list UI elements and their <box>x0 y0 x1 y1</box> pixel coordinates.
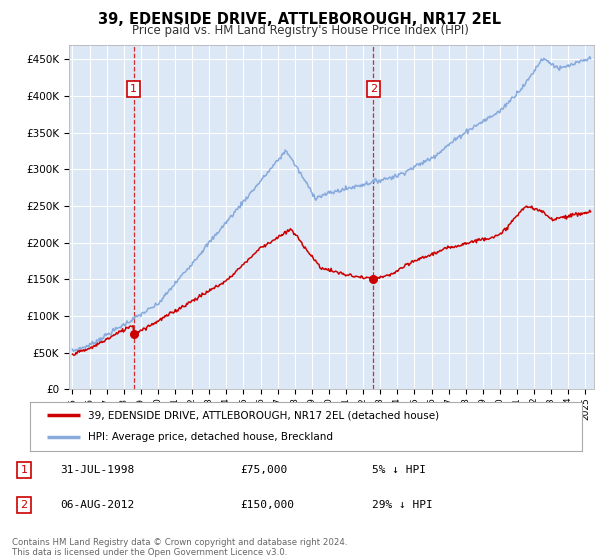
Text: Price paid vs. HM Land Registry's House Price Index (HPI): Price paid vs. HM Land Registry's House … <box>131 24 469 36</box>
Text: 2: 2 <box>20 500 28 510</box>
Text: 5% ↓ HPI: 5% ↓ HPI <box>372 465 426 475</box>
Text: 31-JUL-1998: 31-JUL-1998 <box>60 465 134 475</box>
Text: 39, EDENSIDE DRIVE, ATTLEBOROUGH, NR17 2EL: 39, EDENSIDE DRIVE, ATTLEBOROUGH, NR17 2… <box>98 12 502 27</box>
Text: 06-AUG-2012: 06-AUG-2012 <box>60 500 134 510</box>
Text: 2: 2 <box>370 84 377 94</box>
Text: 1: 1 <box>130 84 137 94</box>
Text: 39, EDENSIDE DRIVE, ATTLEBOROUGH, NR17 2EL (detached house): 39, EDENSIDE DRIVE, ATTLEBOROUGH, NR17 2… <box>88 410 439 421</box>
Text: 29% ↓ HPI: 29% ↓ HPI <box>372 500 433 510</box>
Text: HPI: Average price, detached house, Breckland: HPI: Average price, detached house, Brec… <box>88 432 333 442</box>
Text: £150,000: £150,000 <box>240 500 294 510</box>
Text: Contains HM Land Registry data © Crown copyright and database right 2024.
This d: Contains HM Land Registry data © Crown c… <box>12 538 347 557</box>
Text: £75,000: £75,000 <box>240 465 287 475</box>
Text: 1: 1 <box>20 465 28 475</box>
